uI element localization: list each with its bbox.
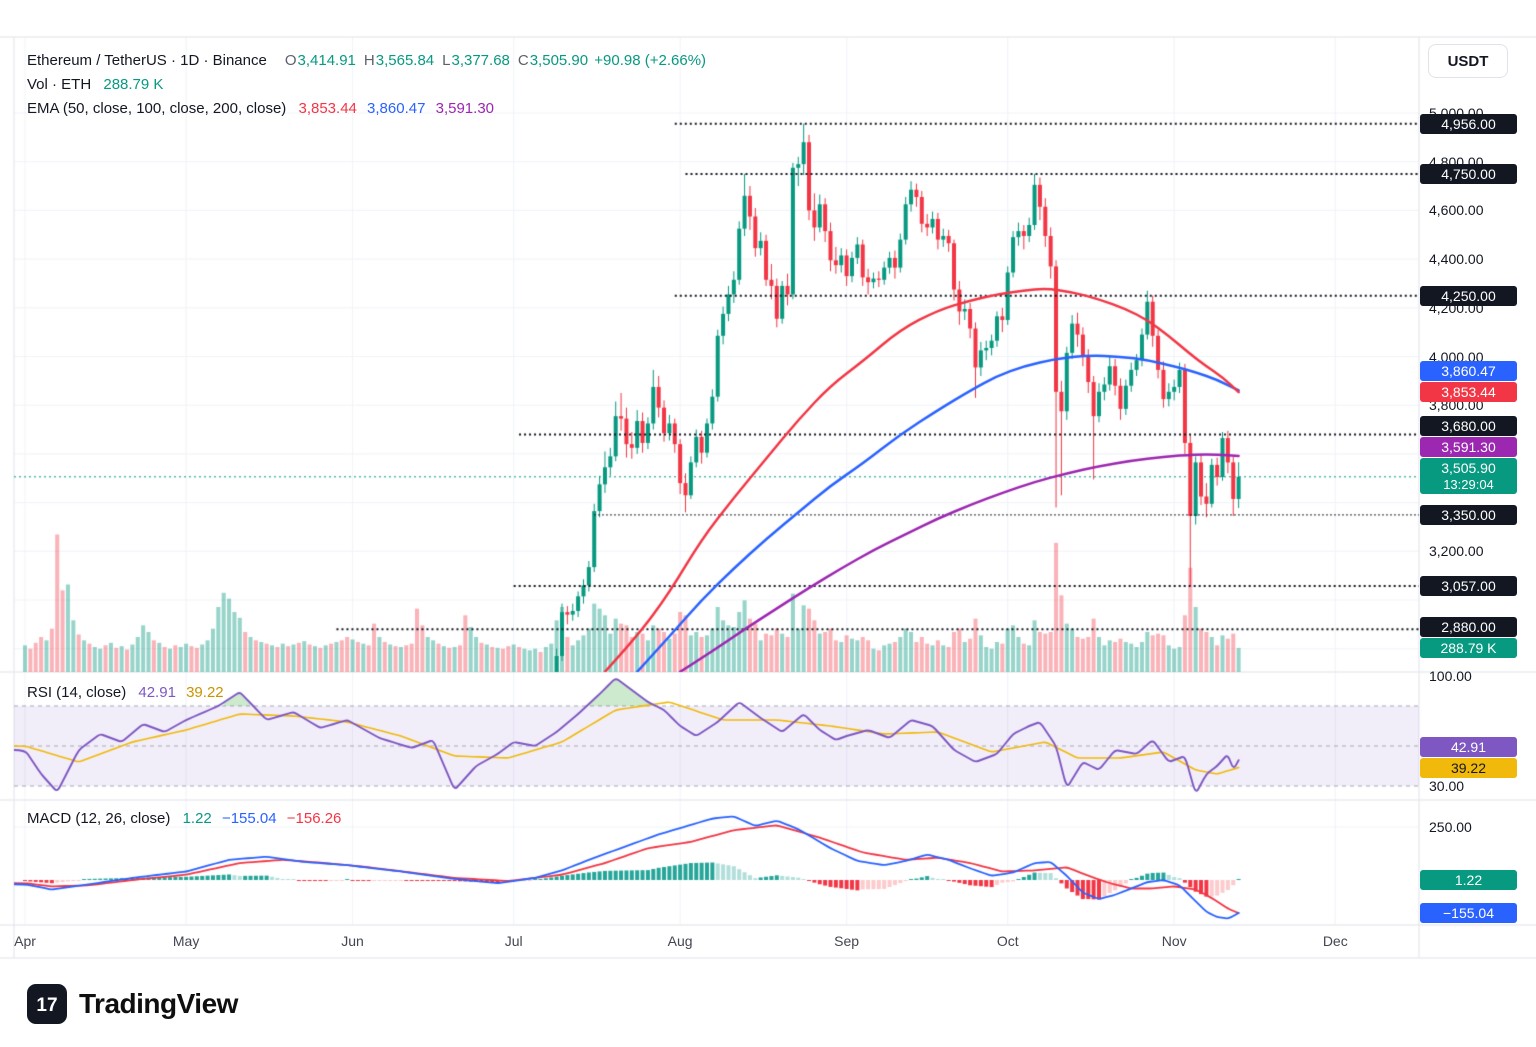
time-axis-label: Jul [504,933,523,949]
price-level-badge: 3,860.47 [1420,361,1517,382]
currency-toggle-button[interactable]: USDT [1428,44,1508,78]
tradingview-brand-text: TradingView [79,988,238,1019]
tradingview-logo-icon: 17 [27,984,67,1024]
svg-text:17: 17 [36,995,57,1016]
last-price-badge: 3,505.90 13:29:04 [1420,457,1517,494]
close-label: C [517,52,529,69]
time-axis-label: Oct [996,933,1019,949]
macd-value-badge: 1.22 [1420,869,1517,890]
price-axis-label: 4,400.00 [1429,251,1484,268]
rsi-axis-label: 30.00 [1429,778,1465,794]
time-axis-label: Jun [341,933,364,949]
price-level-badge: 4,750.00 [1420,163,1517,184]
price-level-badge: 3,591.30 [1420,436,1517,457]
low-label: L [442,52,451,69]
volume-legend[interactable]: Vol · ETH 288.79 K [27,76,163,93]
rsi-ma-value: 39.22 [186,684,224,701]
time-axis-label: Nov [1161,933,1187,949]
price-level-badge: 3,853.44 [1420,382,1517,403]
price-level-badge: 2,880.00 [1420,617,1517,637]
macd-legend[interactable]: MACD (12, 26, close) 1.22 −155.04 −156.2… [27,810,341,827]
time-axis-label: Sep [834,933,860,949]
ema-legend[interactable]: EMA (50, close, 100, close, 200, close) … [27,100,494,117]
time-axis-label: Dec [1322,933,1348,949]
price-level-badge: 3,350.00 [1420,504,1517,525]
rsi-title: RSI (14, close) [27,684,127,701]
time-axis-label: May [172,933,200,949]
ema200-value: 3,591.30 [435,100,494,117]
low-value: 3,377.68 [451,52,510,69]
rsi-legend[interactable]: RSI (14, close) 42.91 39.22 [27,684,224,701]
macd-axis-label: 250.00 [1429,819,1472,835]
price-level-badge: 288.79 K [1420,638,1517,658]
ema50-value: 3,853.44 [298,100,357,117]
macd-line-value: −155.04 [221,810,277,827]
ema-title: EMA (50, close, 100, close, 200, close) [27,100,287,117]
close-value: 3,505.90 [529,52,589,69]
countdown-timer: 13:29:04 [1443,476,1494,492]
ema100-value: 3,860.47 [367,100,426,117]
time-axis-label: Aug [667,933,693,949]
price-level-badge: 3,057.00 [1420,576,1517,597]
tradingview-footer-link[interactable]: 17 TradingView [27,984,238,1024]
rsi-value-badge: 42.91 [1420,736,1517,757]
high-value: 3,565.84 [375,52,435,69]
symbol-legend[interactable]: Ethereum / TetherUS · 1D · Binance O3,414… [27,52,708,69]
open-label: O [284,52,297,69]
rsi-axis-label: 100.00 [1429,668,1472,684]
volume-title: Vol · ETH [27,76,92,93]
time-axis-label: Apr [14,933,36,949]
rsi-value-badge: 39.22 [1420,757,1517,778]
macd-signal-value: −156.26 [286,810,342,827]
rsi-value: 42.91 [138,684,176,701]
open-value: 3,414.91 [297,52,356,69]
price-axis-label: 4,600.00 [1429,202,1484,219]
macd-value-badge: −155.04 [1420,902,1517,923]
price-level-badge: 3,680.00 [1420,415,1517,436]
price-level-badge: 4,956.00 [1420,113,1517,134]
symbol-title[interactable]: Ethereum / TetherUS · 1D · Binance [27,52,267,69]
price-axis-label: 4,000.00 [1429,348,1484,365]
macd-hist-value: 1.22 [182,810,212,827]
price-level-badge: 4,250.00 [1420,285,1517,306]
macd-title: MACD (12, 26, close) [27,810,171,827]
price-axis-label: 3,200.00 [1429,543,1484,560]
change-value: +90.98 (+2.66%) [594,52,707,69]
high-label: H [363,52,375,69]
volume-value: 288.79 K [103,76,164,93]
